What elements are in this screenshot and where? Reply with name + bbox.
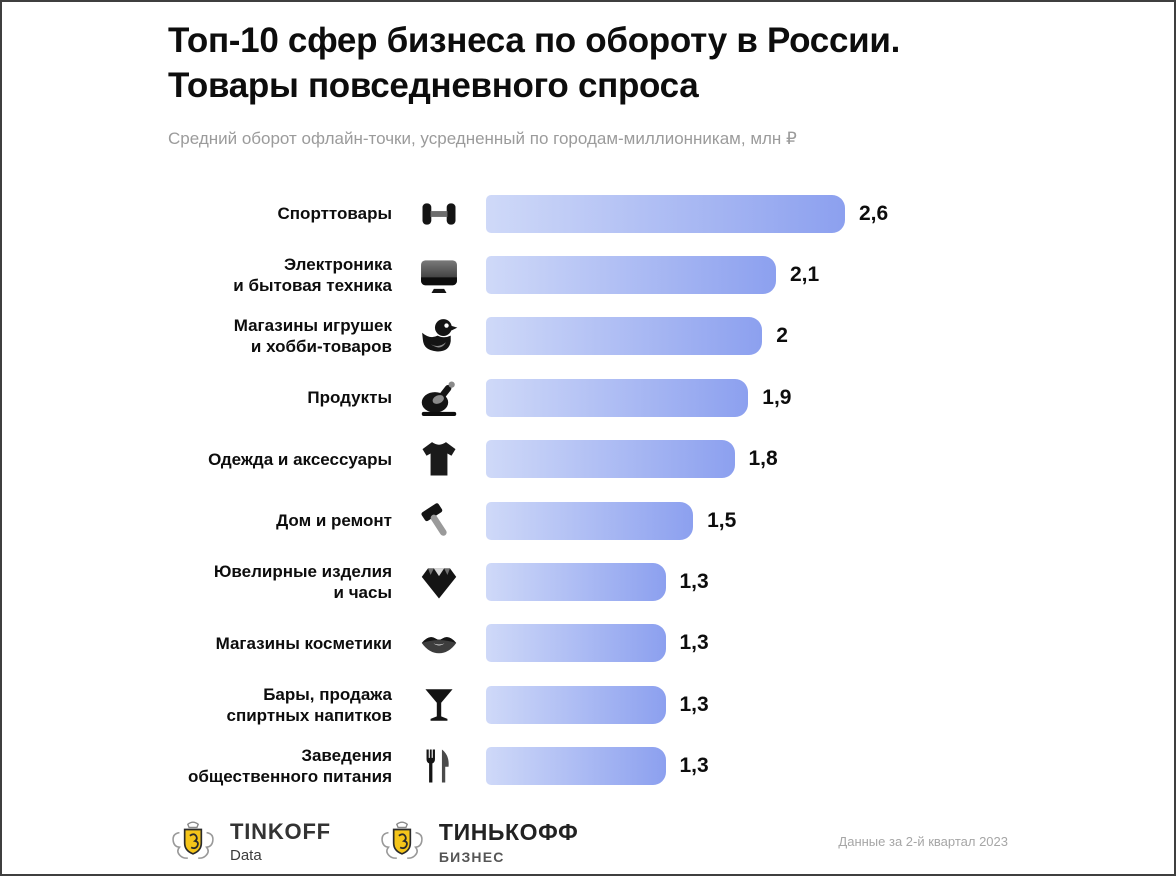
bar — [486, 256, 776, 295]
tinkoff-crest-icon — [377, 817, 427, 867]
logo-group: TINKOFF Data ТИНЬКОФФ БИЗНЕС — [168, 817, 578, 867]
hammer-icon — [392, 499, 486, 543]
tinkoff-business-sub: БИЗНЕС — [438, 848, 505, 865]
chart-row: Заведения общественного питания 1,3 — [168, 736, 1174, 797]
chart-row: Электроника и бытовая техника 2,1 — [168, 244, 1174, 305]
data-period-note: Данные за 2-й квартал 2023 — [838, 834, 1008, 850]
category-label: Магазины игрушек и хобби-товаров — [233, 316, 392, 357]
martini-glass-icon — [392, 683, 486, 727]
chart-row: Спорттовары 2,6 — [168, 183, 1174, 244]
bar-area: 1,5 — [486, 501, 1174, 540]
roast-chicken-icon — [392, 376, 486, 420]
bar-value-label: 1,3 — [679, 631, 709, 655]
chart-row: Ювелирные изделия и часы 1,3 — [168, 551, 1174, 612]
bar-value-label: 1,9 — [762, 385, 792, 409]
bar-area: 2,6 — [486, 194, 1174, 233]
tinkoff-data-logo: TINKOFF Data — [168, 817, 331, 867]
bar-area: 1,9 — [486, 378, 1174, 417]
bar-value-label: 1,8 — [748, 447, 778, 471]
bar-value-label: 2,1 — [790, 263, 820, 287]
duck-icon — [392, 314, 486, 358]
bar — [486, 685, 666, 724]
category-label: Продукты — [307, 388, 392, 408]
tshirt-icon — [392, 437, 486, 481]
tinkoff-business-brand: ТИНЬКОФФ — [438, 818, 579, 845]
bar-value-label: 2,6 — [859, 201, 889, 225]
chart-subtitle: Средний оборот офлайн-точки, усредненный… — [168, 129, 797, 148]
chart-row: Магазины игрушек и хобби-товаров 2 — [168, 306, 1174, 367]
category-label: Заведения общественного питания — [188, 746, 392, 787]
bar — [486, 440, 735, 479]
chart-row: Магазины косметики 1,3 — [168, 613, 1174, 674]
category-label: Одежда и аксессуары — [208, 449, 392, 469]
bar-value-label: 2 — [776, 324, 788, 348]
bar — [486, 501, 694, 540]
category-label: Ювелирные изделия и часы — [213, 562, 392, 603]
bar-area: 2 — [486, 317, 1174, 356]
bar — [486, 194, 845, 233]
title-line-1: Топ-10 сфер бизнеса по обороту в России. — [168, 21, 900, 60]
bar-value-label: 1,3 — [679, 570, 709, 594]
bar-value-label: 1,5 — [707, 508, 737, 532]
category-label: Бары, продажа спиртных напитков — [226, 684, 392, 725]
chart-row: Одежда и аксессуары 1,8 — [168, 429, 1174, 490]
tinkoff-data-sub: Data — [230, 847, 262, 865]
bar — [486, 317, 763, 356]
fork-knife-icon — [392, 744, 486, 788]
bar — [486, 747, 666, 786]
tinkoff-data-brand: TINKOFF — [230, 819, 331, 845]
bar-area: 2,1 — [486, 256, 1174, 295]
category-label: Электроника и бытовая техника — [233, 255, 392, 296]
chart-row: Бары, продажа спиртных напитков 1,3 — [168, 674, 1174, 735]
bar — [486, 624, 666, 663]
category-label: Дом и ремонт — [276, 511, 392, 531]
bar-value-label: 1,3 — [679, 692, 709, 716]
bar-area: 1,3 — [486, 563, 1174, 602]
tinkoff-business-logo: ТИНЬКОФФ БИЗНЕС — [377, 817, 578, 867]
page-title: Топ-10 сфер бизнеса по обороту в России.… — [168, 18, 1174, 108]
chart-row: Дом и ремонт 1,5 — [168, 490, 1174, 551]
title-line-2: Товары повседневного спроса — [168, 66, 699, 105]
lips-icon — [392, 621, 486, 665]
bar-area: 1,3 — [486, 685, 1174, 724]
category-label: Спорттовары — [277, 204, 392, 224]
category-label: Магазины косметики — [215, 633, 392, 653]
bar-value-label: 1,3 — [679, 754, 709, 778]
bar-chart: Спорттовары 2,6 Электроника и бытовая тех… — [168, 183, 1174, 797]
chart-row: Продукты 1,9 — [168, 367, 1174, 428]
bar — [486, 563, 666, 602]
footer: TINKOFF Data ТИНЬКОФФ БИЗНЕС Данные за 2… — [168, 817, 1008, 867]
bar — [486, 378, 749, 417]
bar-area: 1,8 — [486, 440, 1174, 479]
diamond-icon — [392, 560, 486, 604]
dumbbell-icon — [392, 192, 486, 236]
bar-area: 1,3 — [486, 624, 1174, 663]
tinkoff-crest-icon — [168, 817, 218, 867]
bar-area: 1,3 — [486, 747, 1174, 786]
monitor-icon — [392, 253, 486, 297]
